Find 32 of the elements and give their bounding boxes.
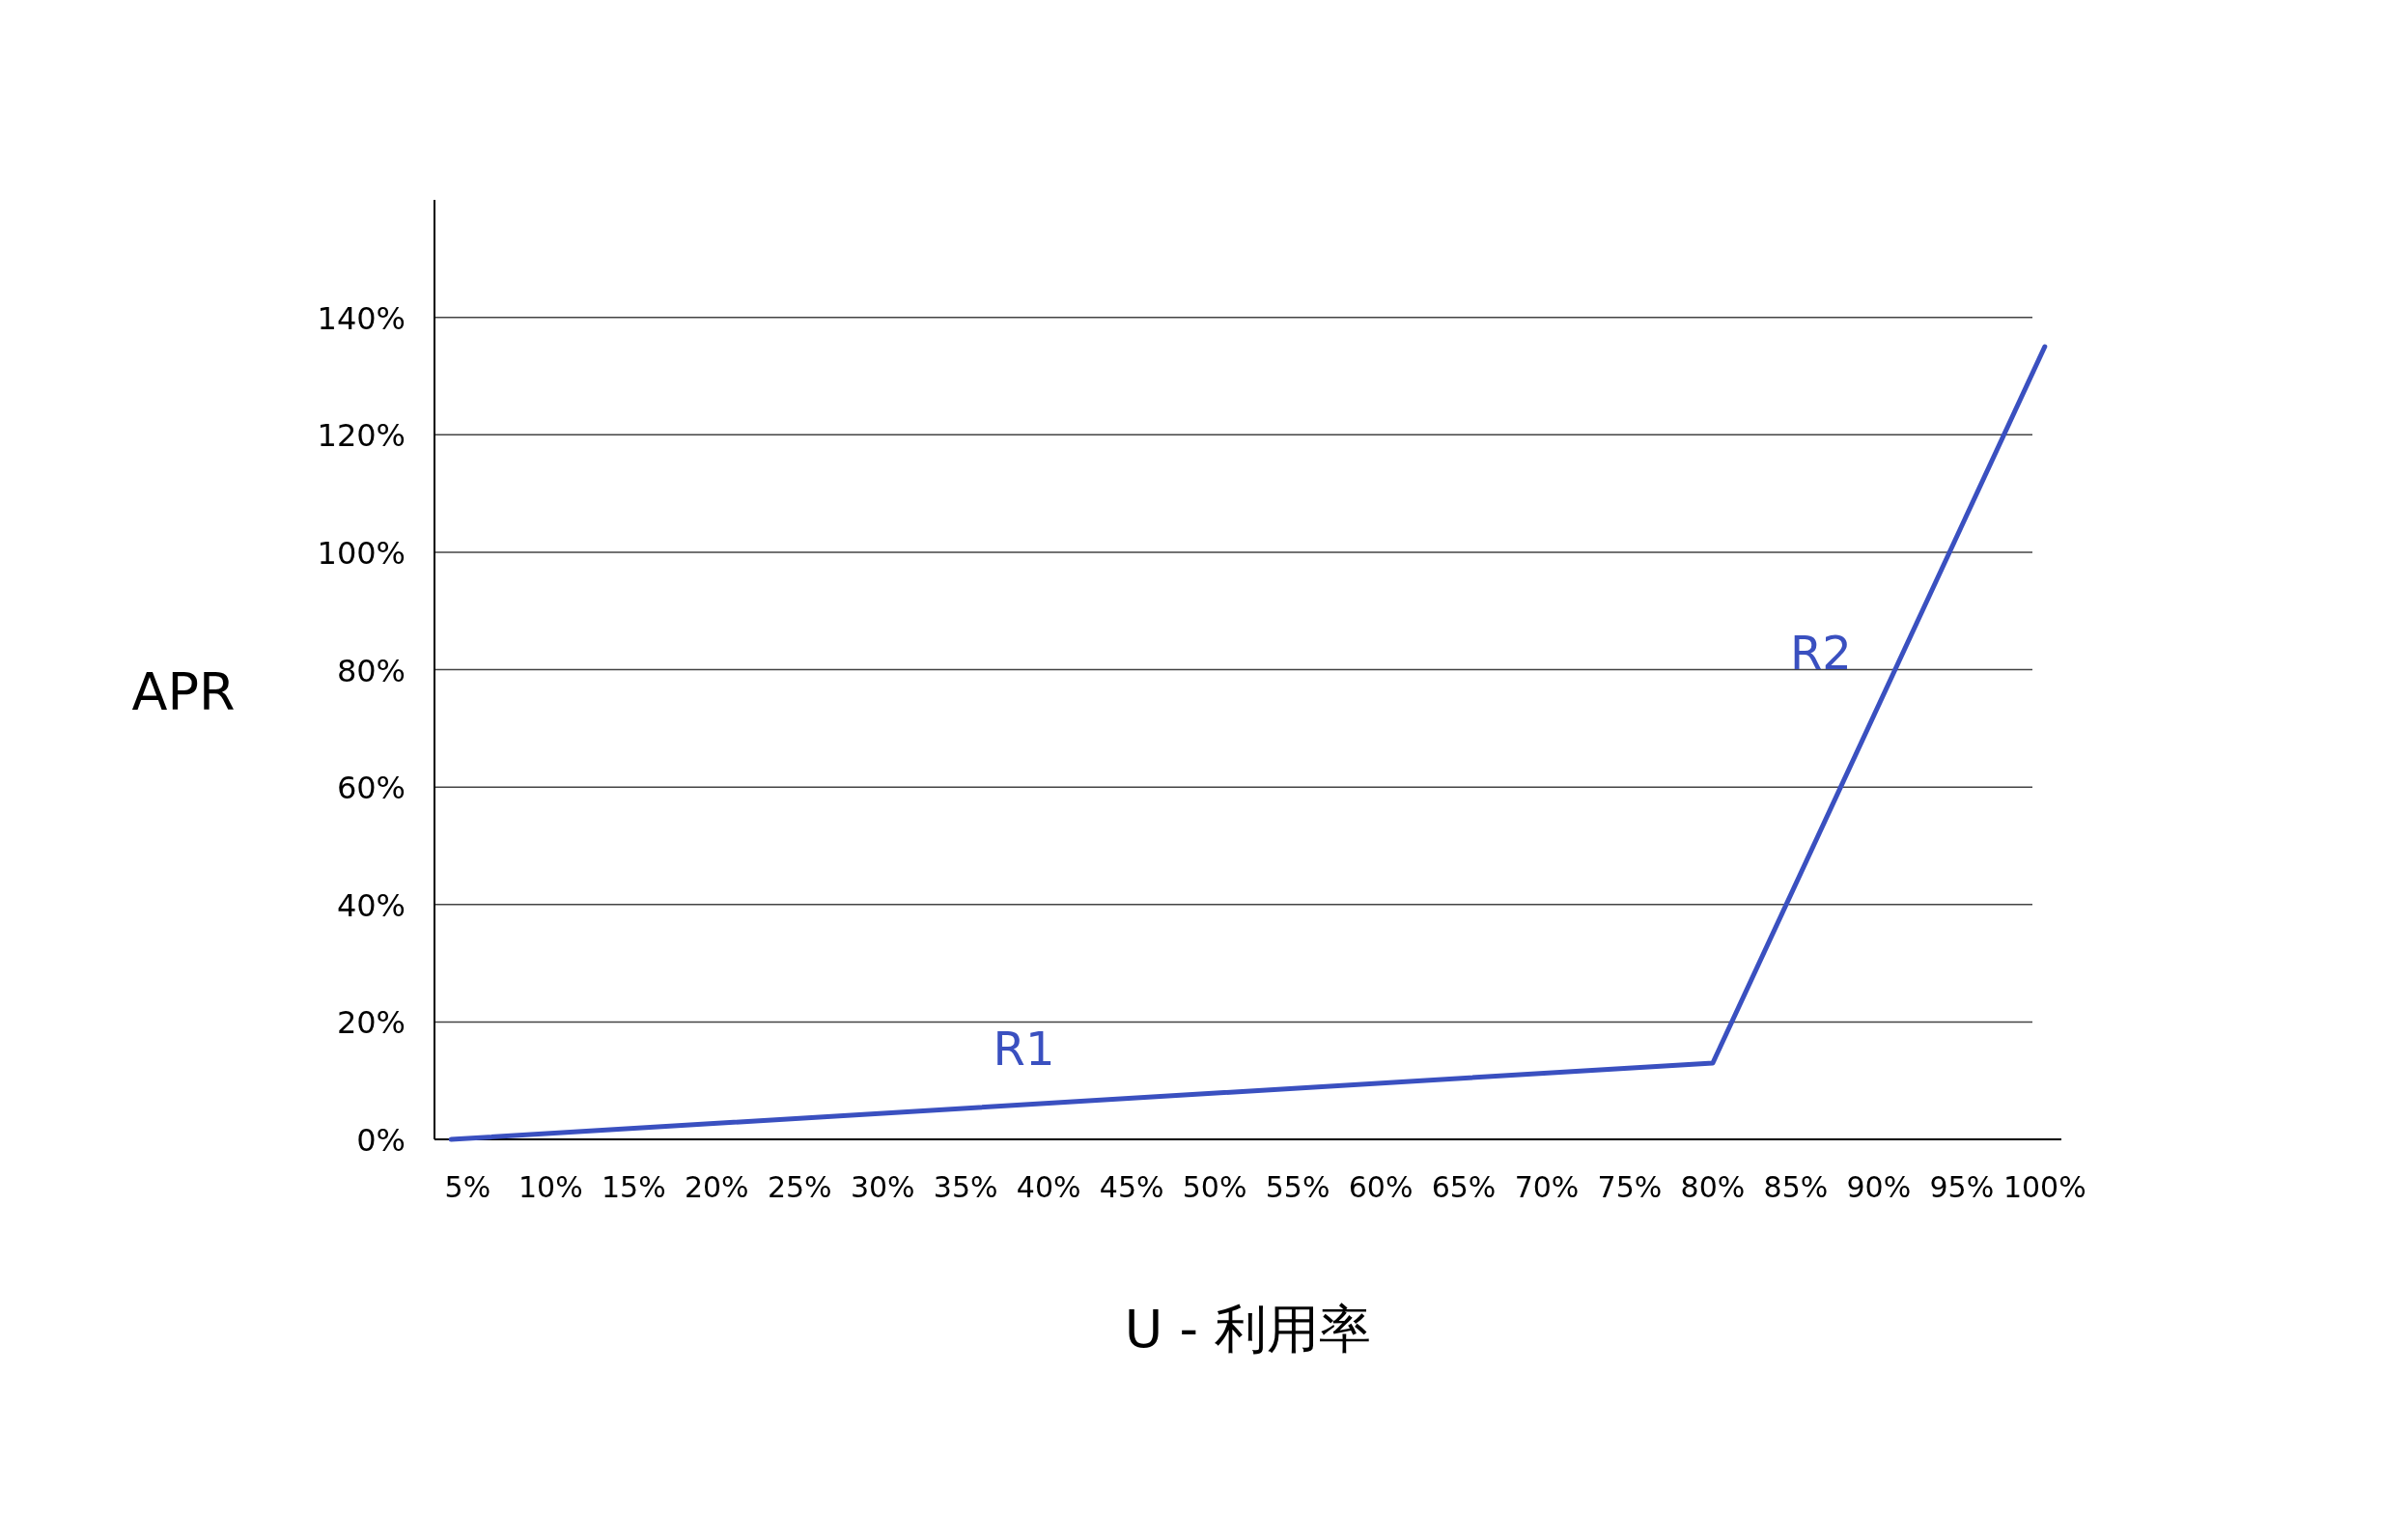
annotation: R2 bbox=[1789, 625, 1852, 680]
y-tick-label: 140% bbox=[317, 299, 406, 337]
y-tick-label: 0% bbox=[356, 1122, 406, 1159]
y-tick-label: 100% bbox=[317, 534, 406, 572]
x-tick-label: 10% bbox=[518, 1170, 583, 1204]
x-tick-label: 65% bbox=[1431, 1170, 1497, 1204]
x-tick-label: 60% bbox=[1348, 1170, 1414, 1204]
x-tick-label: 40% bbox=[1016, 1170, 1081, 1204]
x-tick-label: 100% bbox=[2002, 1170, 2086, 1204]
y-tick-label: 40% bbox=[336, 886, 406, 924]
x-tick-label: 90% bbox=[1846, 1170, 1912, 1204]
x-tick-label: 5% bbox=[444, 1170, 491, 1204]
x-tick-label: 70% bbox=[1514, 1170, 1580, 1204]
x-tick-label: 50% bbox=[1182, 1170, 1247, 1204]
x-tick-label: 30% bbox=[850, 1170, 915, 1204]
annotation: R1 bbox=[993, 1022, 1055, 1077]
y-tick-label: 120% bbox=[317, 417, 406, 455]
x-tick-label: 55% bbox=[1265, 1170, 1330, 1204]
y-tick-label: 20% bbox=[336, 1004, 406, 1042]
x-tick-label: 35% bbox=[933, 1170, 998, 1204]
x-tick-label: 25% bbox=[767, 1170, 832, 1204]
x-tick-label: 95% bbox=[1929, 1170, 1995, 1204]
x-axis-title: U - 利用率 bbox=[1124, 1299, 1372, 1360]
y-tick-label: 80% bbox=[336, 652, 406, 689]
x-tick-label: 80% bbox=[1680, 1170, 1746, 1204]
x-tick-label: 75% bbox=[1597, 1170, 1663, 1204]
y-axis-title: APR bbox=[131, 661, 236, 722]
x-tick-label: 45% bbox=[1099, 1170, 1164, 1204]
y-tick-label: 60% bbox=[336, 770, 406, 807]
x-tick-label: 20% bbox=[684, 1170, 749, 1204]
x-tick-label: 15% bbox=[601, 1170, 666, 1204]
x-tick-label: 85% bbox=[1763, 1170, 1829, 1204]
